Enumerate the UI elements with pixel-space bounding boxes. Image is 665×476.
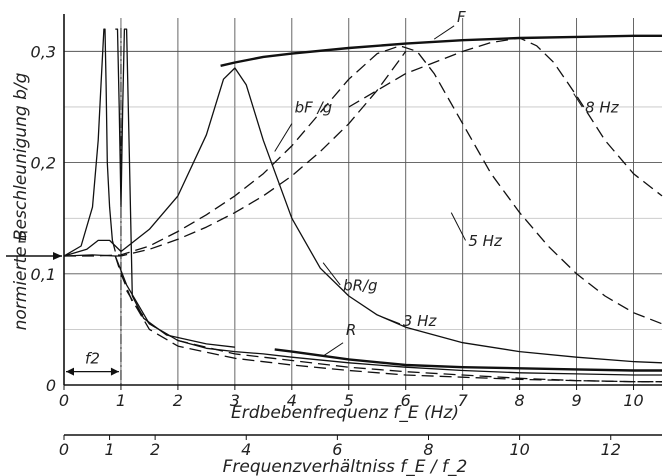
- x2-tick-label: 4: [241, 440, 251, 459]
- leader-8hz: [573, 93, 583, 108]
- x-tick-label: 7: [458, 391, 469, 410]
- x-tick-label: 5: [344, 391, 354, 410]
- label-br: bR/g: [343, 276, 378, 294]
- series-r: [274, 348, 662, 372]
- x-tick-label: 1: [116, 391, 126, 410]
- f2-arrow-head-right: [110, 367, 119, 376]
- y-tick-label: 0: [46, 376, 56, 395]
- label-bf: bF /g: [295, 99, 333, 117]
- f2-arrow-head-left: [66, 367, 74, 376]
- x2-tick-label: 6: [332, 440, 342, 459]
- x2-tick-label: 12: [601, 440, 621, 459]
- x2-tick-label: 2: [150, 440, 160, 459]
- x2-tick-label: 0: [59, 440, 69, 459]
- series-br-g: [114, 255, 662, 383]
- label-5hz: 5 Hz: [468, 232, 503, 250]
- series-resonanz-1: [63, 28, 116, 257]
- series-resonanz-2: [115, 28, 235, 348]
- grid: [64, 18, 662, 385]
- x-tick-label: 0: [59, 391, 69, 410]
- label-f: F: [457, 8, 466, 26]
- leader-f: [433, 25, 455, 40]
- y-tick-label: 0,3: [31, 42, 56, 61]
- y-tick-label: 0,2: [31, 154, 56, 173]
- series-f: [220, 34, 662, 67]
- y-tick-label: 0,1: [31, 265, 56, 284]
- leader-br: [322, 262, 341, 286]
- x-tick-label: 6: [401, 391, 411, 410]
- x-tick-label: 8: [515, 391, 525, 410]
- label-3hz: 3 Hz: [403, 312, 438, 330]
- series-niveau-2: [126, 290, 662, 383]
- series-5-hz: [64, 45, 663, 325]
- series-bf-g: [115, 51, 407, 257]
- leader-r: [322, 342, 344, 357]
- x-tick-label: 9: [571, 391, 581, 410]
- x-tick-label: 10: [623, 391, 643, 410]
- x-tick-label: 3: [230, 391, 240, 410]
- x-tick-label: 2: [173, 391, 183, 410]
- x2-tick-label: 1: [104, 440, 114, 459]
- series-8-hz: [348, 37, 663, 197]
- label-8hz: 8 Hz: [585, 99, 620, 117]
- x2-tick-label: 8: [423, 440, 433, 459]
- label-r: R: [346, 321, 356, 339]
- leader-3hz: [379, 315, 401, 325]
- annotations: FbF /g 8 Hz 5 Hz bR/g 3 Hz R Ef2: [6, 8, 620, 376]
- series-niveau: [63, 254, 662, 376]
- x-tick-label: 4: [287, 391, 297, 410]
- series-lines: [63, 28, 663, 383]
- leader-bf: [274, 123, 293, 152]
- x-axis-title: Erdbebenfrequenz f_E (Hz): [231, 403, 459, 423]
- x2-axis-title: Frequenzverhältniss f_E / f_2: [223, 457, 468, 476]
- leader-5hz: [450, 212, 466, 241]
- series-3-hz: [63, 67, 663, 364]
- arrow-e-head: [53, 251, 62, 260]
- label-e: E: [18, 229, 28, 247]
- x2-tick-label: 10: [509, 440, 529, 459]
- label-f2: f2: [85, 350, 100, 368]
- y-axis-title: normierte Beschleunigung b/g: [11, 72, 31, 330]
